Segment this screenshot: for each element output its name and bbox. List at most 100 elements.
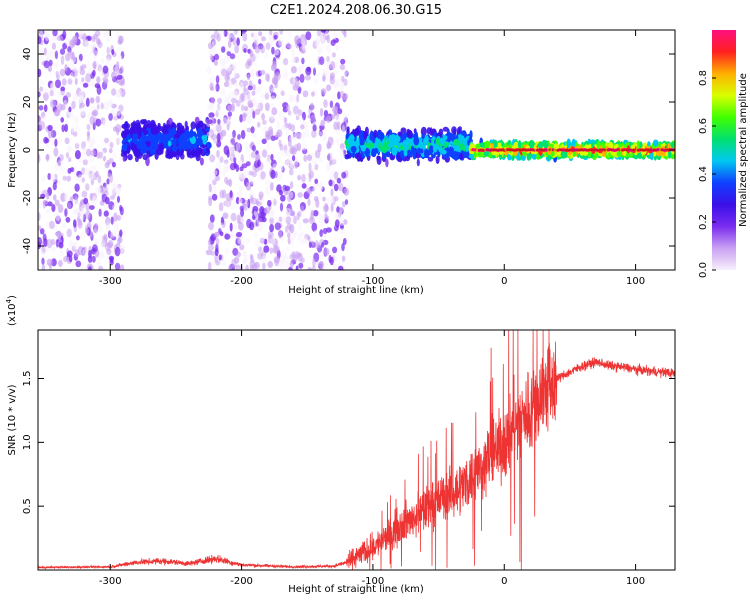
heatmap-cell: [101, 185, 108, 194]
svg-text:(x104): (x104): [5, 295, 18, 326]
heatmap-cell: [248, 102, 254, 108]
heatmap-cell: [224, 74, 231, 83]
heatmap-cell: [368, 142, 375, 148]
heatmap-cell: [87, 255, 93, 263]
heatmap-cell: [252, 84, 256, 91]
y-tick-label: -40: [22, 238, 33, 254]
heatmap-cell: [221, 117, 228, 127]
heatmap-cell: [388, 134, 394, 144]
heatmap-cell: [60, 104, 66, 111]
heatmap-cell: [285, 216, 292, 225]
heatmap-cell: [237, 251, 241, 258]
heatmap-cell: [236, 214, 241, 224]
heatmap-cell: [413, 147, 418, 153]
heatmap-cell: [269, 208, 275, 219]
heatmap-cell: [156, 132, 160, 142]
heatmap-cell: [242, 113, 247, 122]
heatmap-cell: [445, 152, 450, 159]
heatmap-cell: [442, 135, 448, 141]
heatmap-cell: [426, 141, 431, 148]
heatmap-cell: [259, 194, 263, 201]
heatmap-cell: [258, 246, 263, 253]
heatmap-cell: [96, 76, 101, 84]
heatmap-cell: [247, 114, 252, 125]
heatmap-cell: [403, 149, 408, 157]
heatmap-cell: [269, 247, 273, 254]
heatmap-cell: [287, 237, 291, 245]
heatmap-cell: [343, 68, 348, 77]
heatmap-cell: [236, 231, 243, 238]
heatmap-cell: [162, 137, 167, 145]
heatmap-cell: [90, 164, 97, 174]
heatmap-cell: [38, 211, 41, 222]
heatmap-cell: [330, 152, 334, 159]
heatmap-cell: [398, 157, 402, 163]
heatmap-cell: [290, 124, 296, 132]
heatmap-cell: [108, 148, 113, 154]
heatmap-cell: [311, 129, 317, 138]
heatmap-cell: [42, 200, 49, 205]
heatmap-cell: [234, 44, 240, 54]
heatmap-cell: [667, 150, 672, 159]
heatmap-cell: [253, 221, 257, 228]
heatmap-cell: [238, 198, 243, 205]
heatmap-cell: [46, 258, 53, 267]
heatmap-cell: [290, 66, 297, 74]
heatmap-cell: [295, 115, 300, 121]
heatmap-cell: [291, 56, 296, 64]
heatmap-cell: [55, 211, 61, 222]
heatmap-cell: [88, 170, 93, 179]
heatmap-cell: [319, 265, 324, 270]
heatmap-cell: [311, 222, 318, 232]
heatmap-cell: [228, 178, 233, 187]
heatmap-cell: [386, 151, 391, 158]
heatmap-cell: [47, 173, 51, 180]
heatmap-cell: [420, 148, 424, 154]
heatmap-cell: [235, 99, 241, 107]
heatmap-cell: [232, 36, 237, 46]
heatmap-cell: [227, 111, 233, 117]
heatmap-cell: [64, 64, 68, 72]
heatmap-cell: [74, 196, 79, 205]
heatmap-cell: [62, 95, 69, 105]
heatmap-cell: [356, 125, 361, 135]
heatmap-cell: [103, 210, 109, 217]
heatmap-cell: [74, 77, 78, 86]
heatmap-cell: [319, 222, 325, 230]
heatmap-cell: [50, 82, 55, 90]
heatmap-cell: [98, 67, 103, 77]
heatmap-cell: [142, 154, 148, 161]
heatmap-cell: [92, 33, 98, 40]
heatmap-cell: [90, 42, 96, 51]
heatmap-cell: [117, 195, 120, 203]
heatmap-cell: [39, 30, 43, 38]
heatmap-cell: [57, 259, 63, 267]
heatmap-cell: [234, 73, 240, 79]
heatmap-cell: [209, 214, 215, 223]
heatmap-cell: [95, 118, 102, 127]
heatmap-cell: [221, 169, 226, 177]
heatmap-cell: [269, 224, 274, 233]
heatmap-cell: [210, 86, 214, 92]
heatmap-cell: [342, 238, 347, 245]
heatmap-cell: [53, 194, 57, 201]
y-tick-label: 20: [22, 96, 33, 109]
heatmap-cell: [59, 68, 66, 77]
heatmap-cell: [325, 227, 332, 233]
heatmap-cell: [66, 228, 72, 238]
heatmap-cell: [86, 124, 91, 131]
heatmap-cell: [278, 260, 285, 268]
heatmap-cell: [87, 138, 94, 145]
heatmap-cell: [162, 128, 167, 134]
heatmap-cell: [82, 40, 89, 47]
heatmap-cell: [105, 216, 111, 226]
heatmap-cell: [428, 145, 434, 154]
heatmap-cell: [149, 148, 156, 156]
heatmap-cell: [337, 265, 344, 270]
heatmap-cell: [326, 141, 331, 150]
heatmap-cell: [213, 44, 217, 54]
heatmap-cell: [66, 202, 72, 210]
heatmap-cell: [331, 52, 336, 58]
colorbar-tick-label: 0.2: [698, 214, 709, 230]
heatmap-cell: [207, 261, 212, 270]
